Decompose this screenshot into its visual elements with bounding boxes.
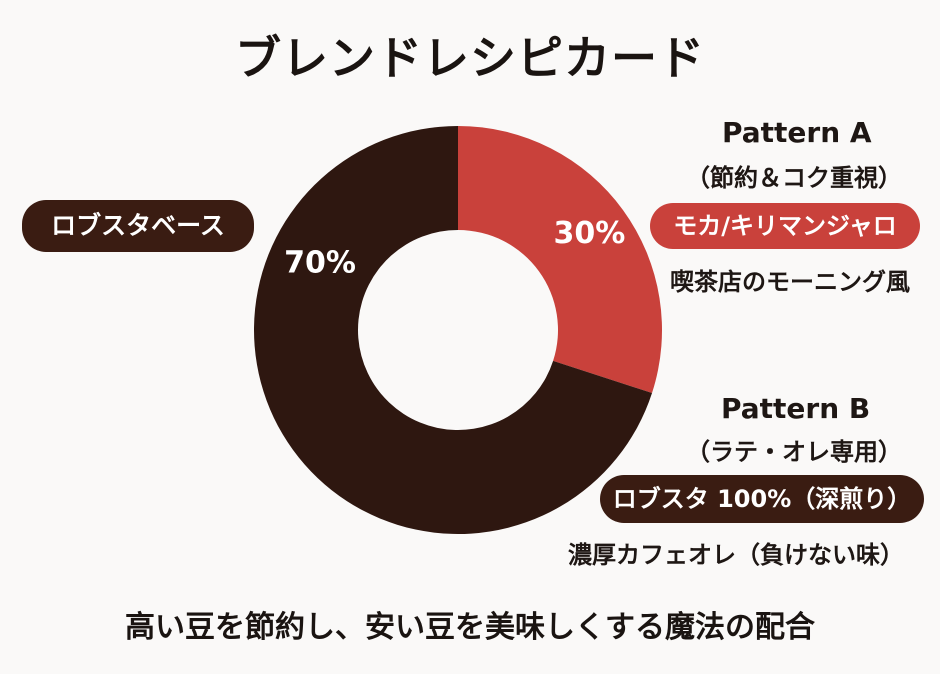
donut-hole bbox=[358, 230, 558, 430]
donut-slice-label-1: 70% bbox=[284, 246, 356, 281]
robusta-base-label: ロブスタベース bbox=[22, 200, 254, 252]
pattern-a-badge: モカ/キリマンジャロ bbox=[650, 203, 920, 249]
pattern-b-badge: ロブスタ 100%（深煎り） bbox=[600, 475, 924, 523]
pattern-b-title: Pattern B bbox=[721, 392, 871, 425]
pattern-b-description: 濃厚カフェオレ（負けない味） bbox=[568, 541, 904, 569]
pattern-b-subtitle: （ラテ・オレ専用） bbox=[686, 438, 902, 466]
pattern-a-description: 喫茶店のモーニング風 bbox=[670, 268, 910, 296]
pattern-a-title: Pattern A bbox=[722, 116, 872, 149]
donut-slice-0 bbox=[458, 126, 662, 394]
card-title: ブレンドレシピカード bbox=[235, 31, 705, 85]
donut-slice-1 bbox=[254, 125, 653, 535]
footer-tagline: 高い豆を節約し、安い豆を美味しくする魔法の配合 bbox=[125, 610, 815, 645]
donut-slice-label-0: 30% bbox=[553, 216, 625, 251]
pattern-a-subtitle: （節約＆コク重視） bbox=[686, 164, 902, 192]
